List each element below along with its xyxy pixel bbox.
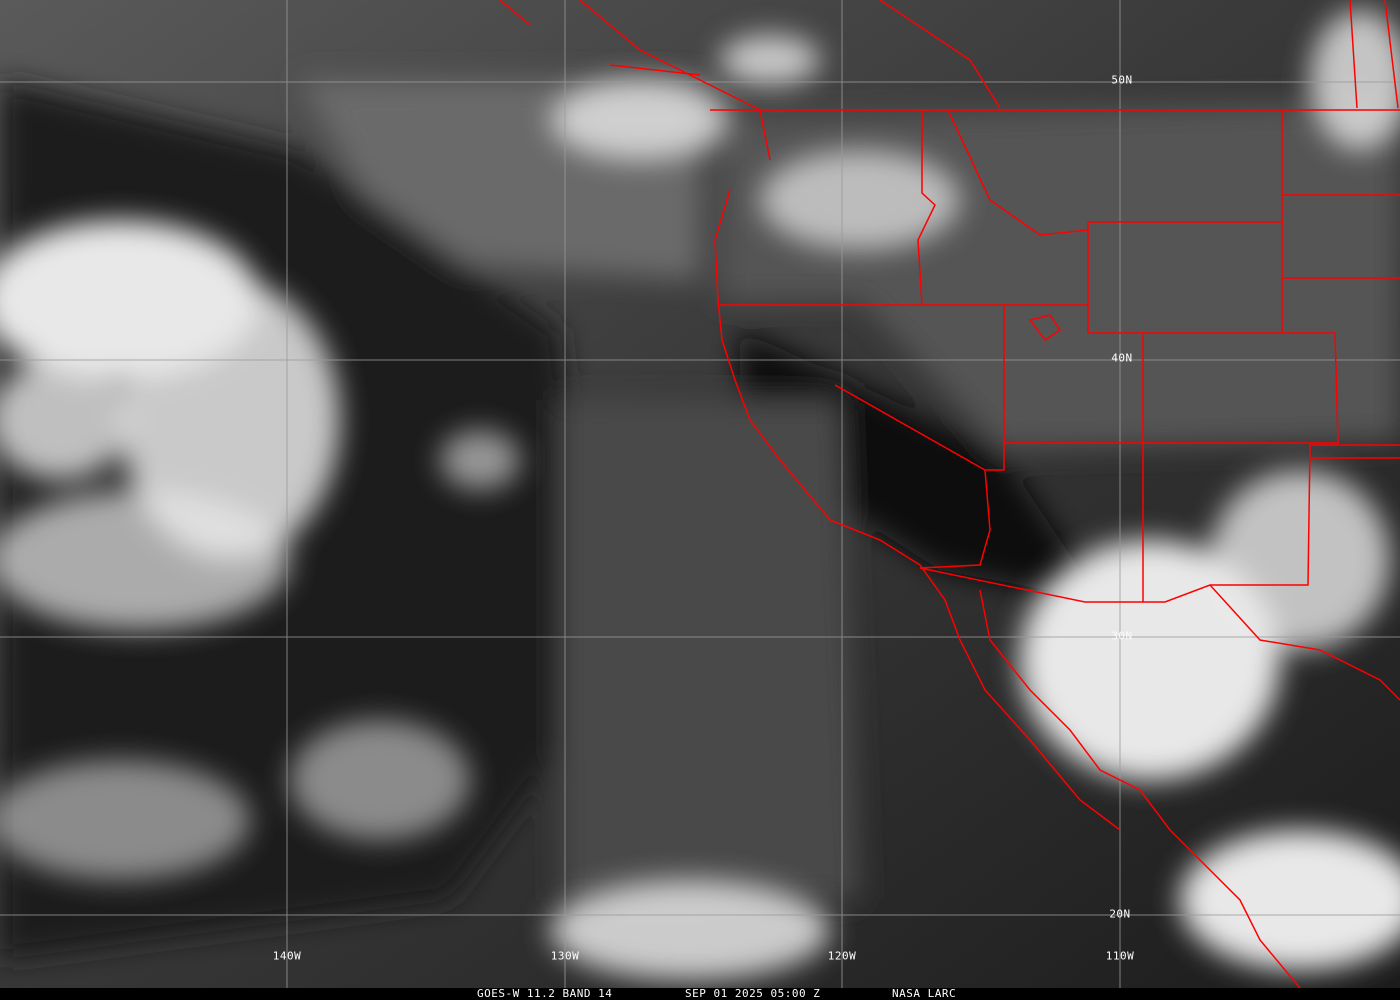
longitude-label-120w: 120W bbox=[827, 949, 857, 963]
timestamp-label: SEP 01 2025 05:00 Z bbox=[685, 987, 821, 1000]
latitude-label-40n: 40N bbox=[1111, 351, 1133, 365]
credit-label: NASA LARC bbox=[892, 987, 957, 1000]
latitude-label-50n: 50N bbox=[1111, 73, 1133, 87]
cloud-masses bbox=[0, 10, 1400, 980]
longitude-label-140w: 140W bbox=[272, 949, 302, 963]
product-label: GOES-W 11.2 BAND 14 bbox=[477, 987, 613, 1000]
latitude-label-30n: 30N bbox=[1111, 629, 1133, 643]
political-boundaries bbox=[499, 0, 1400, 988]
land-shading bbox=[0, 80, 1400, 960]
image-caption-bar: GOES-W 11.2 BAND 14 SEP 01 2025 05:00 Z … bbox=[0, 988, 1400, 1000]
latitude-label-20n: 20N bbox=[1109, 907, 1131, 921]
longitude-label-110w: 110W bbox=[1105, 949, 1135, 963]
longitude-label-130w: 130W bbox=[550, 949, 580, 963]
